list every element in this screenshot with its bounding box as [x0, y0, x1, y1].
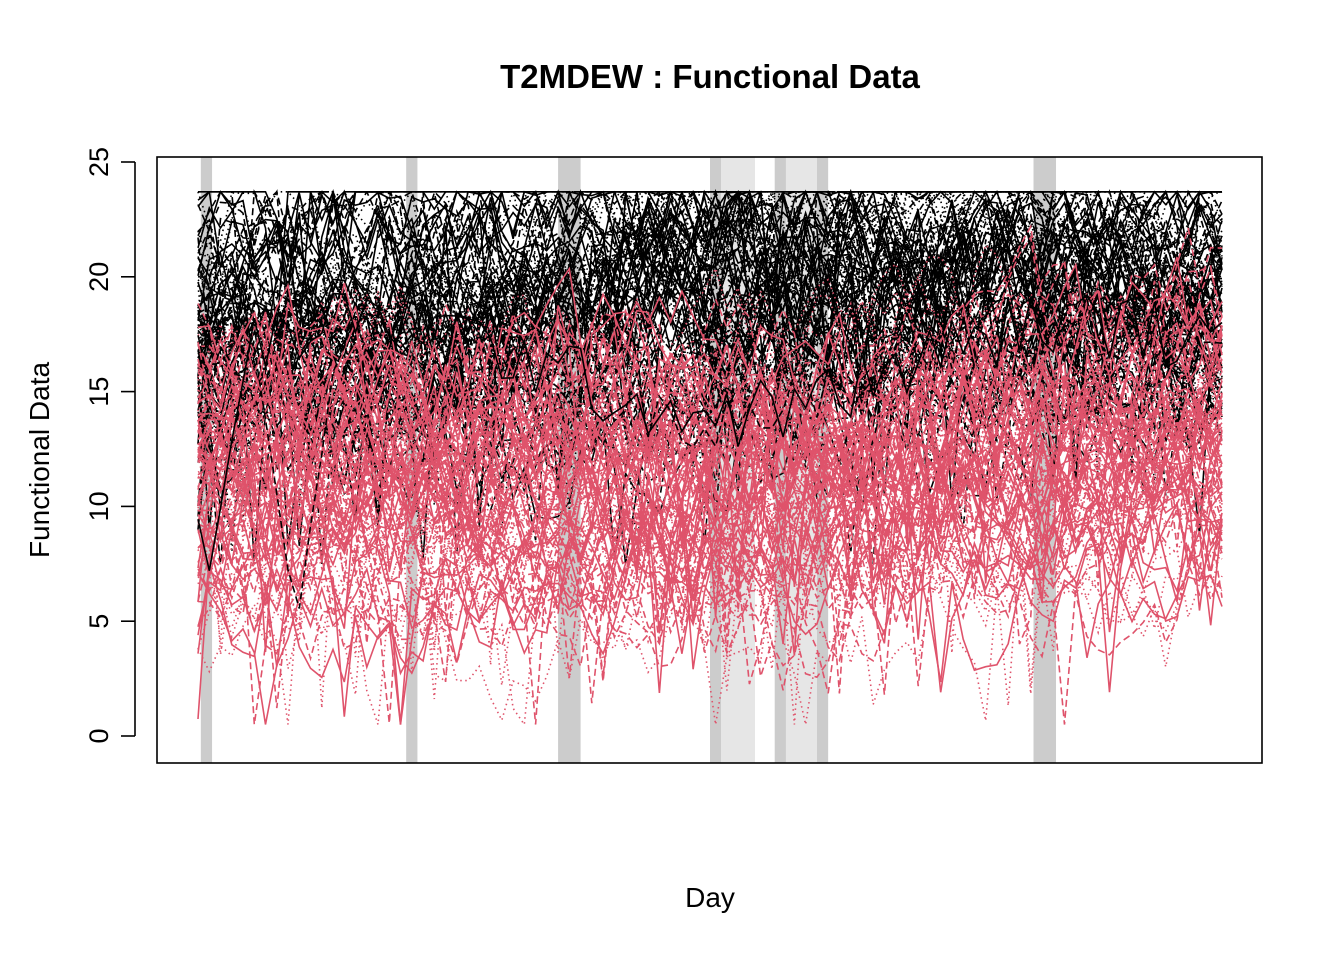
series-line: [197, 368, 1223, 646]
series-line: [197, 211, 1223, 444]
plot-frame: [156, 156, 1263, 764]
series-line: [197, 189, 1223, 492]
series-line: [198, 188, 1222, 490]
series-line: [197, 291, 1223, 628]
series-line: [197, 189, 1223, 405]
series-line: [197, 189, 1223, 425]
series-line: [197, 198, 1223, 414]
series-line: [197, 320, 1223, 589]
series-line: [197, 337, 1223, 631]
series-line: [197, 298, 1223, 629]
y-axis: 0 5 10 15 20 25: [84, 147, 136, 744]
series-line: [197, 191, 1223, 489]
series-line: [197, 198, 1223, 535]
series-line: [197, 388, 1223, 614]
series-line: [197, 278, 1223, 479]
series-line: [197, 356, 1223, 727]
series-line: [197, 313, 1223, 667]
series-line: [197, 257, 1223, 656]
y-tick-label: 5: [84, 614, 114, 629]
series-line: [197, 288, 1223, 669]
series-line: [197, 305, 1223, 618]
series-line: [197, 224, 1223, 565]
y-tick-label: 15: [84, 377, 114, 407]
series-line: [197, 190, 1223, 438]
series-line: [197, 289, 1223, 507]
series-line: [197, 266, 1223, 603]
series-line: [197, 190, 1223, 421]
series-line: [197, 256, 1223, 644]
series-line: [197, 379, 1223, 725]
series-line: [197, 288, 1223, 609]
series-line: [197, 391, 1223, 720]
y-tick-label: 20: [84, 262, 114, 292]
series-line: [197, 375, 1223, 682]
series-line: [197, 292, 1223, 571]
shaded-band: [774, 157, 786, 763]
series-line: [197, 190, 1222, 427]
series-line: [197, 265, 1223, 622]
series-line: [197, 371, 1223, 659]
series-line: [197, 321, 1223, 670]
series-line: [197, 262, 1223, 645]
x-axis-label: Day: [685, 882, 735, 913]
series-line: [197, 325, 1223, 588]
y-tick-label: 0: [84, 728, 114, 743]
series-line: [197, 308, 1223, 496]
series-line: [197, 364, 1223, 725]
series-line: [197, 331, 1223, 683]
y-tick-label: 10: [84, 491, 114, 521]
series-line: [197, 282, 1223, 536]
series-line: [197, 188, 1223, 432]
series-line: [197, 355, 1223, 631]
series-line: [197, 302, 1223, 628]
y-tick-label: 25: [84, 147, 114, 177]
series-line: [197, 392, 1223, 725]
functional-curves: [197, 188, 1223, 727]
series-line: [197, 359, 1223, 725]
chart-title: T2MDEW : Functional Data: [500, 58, 920, 95]
series-line: [197, 189, 1223, 361]
series-line: [197, 190, 1223, 494]
